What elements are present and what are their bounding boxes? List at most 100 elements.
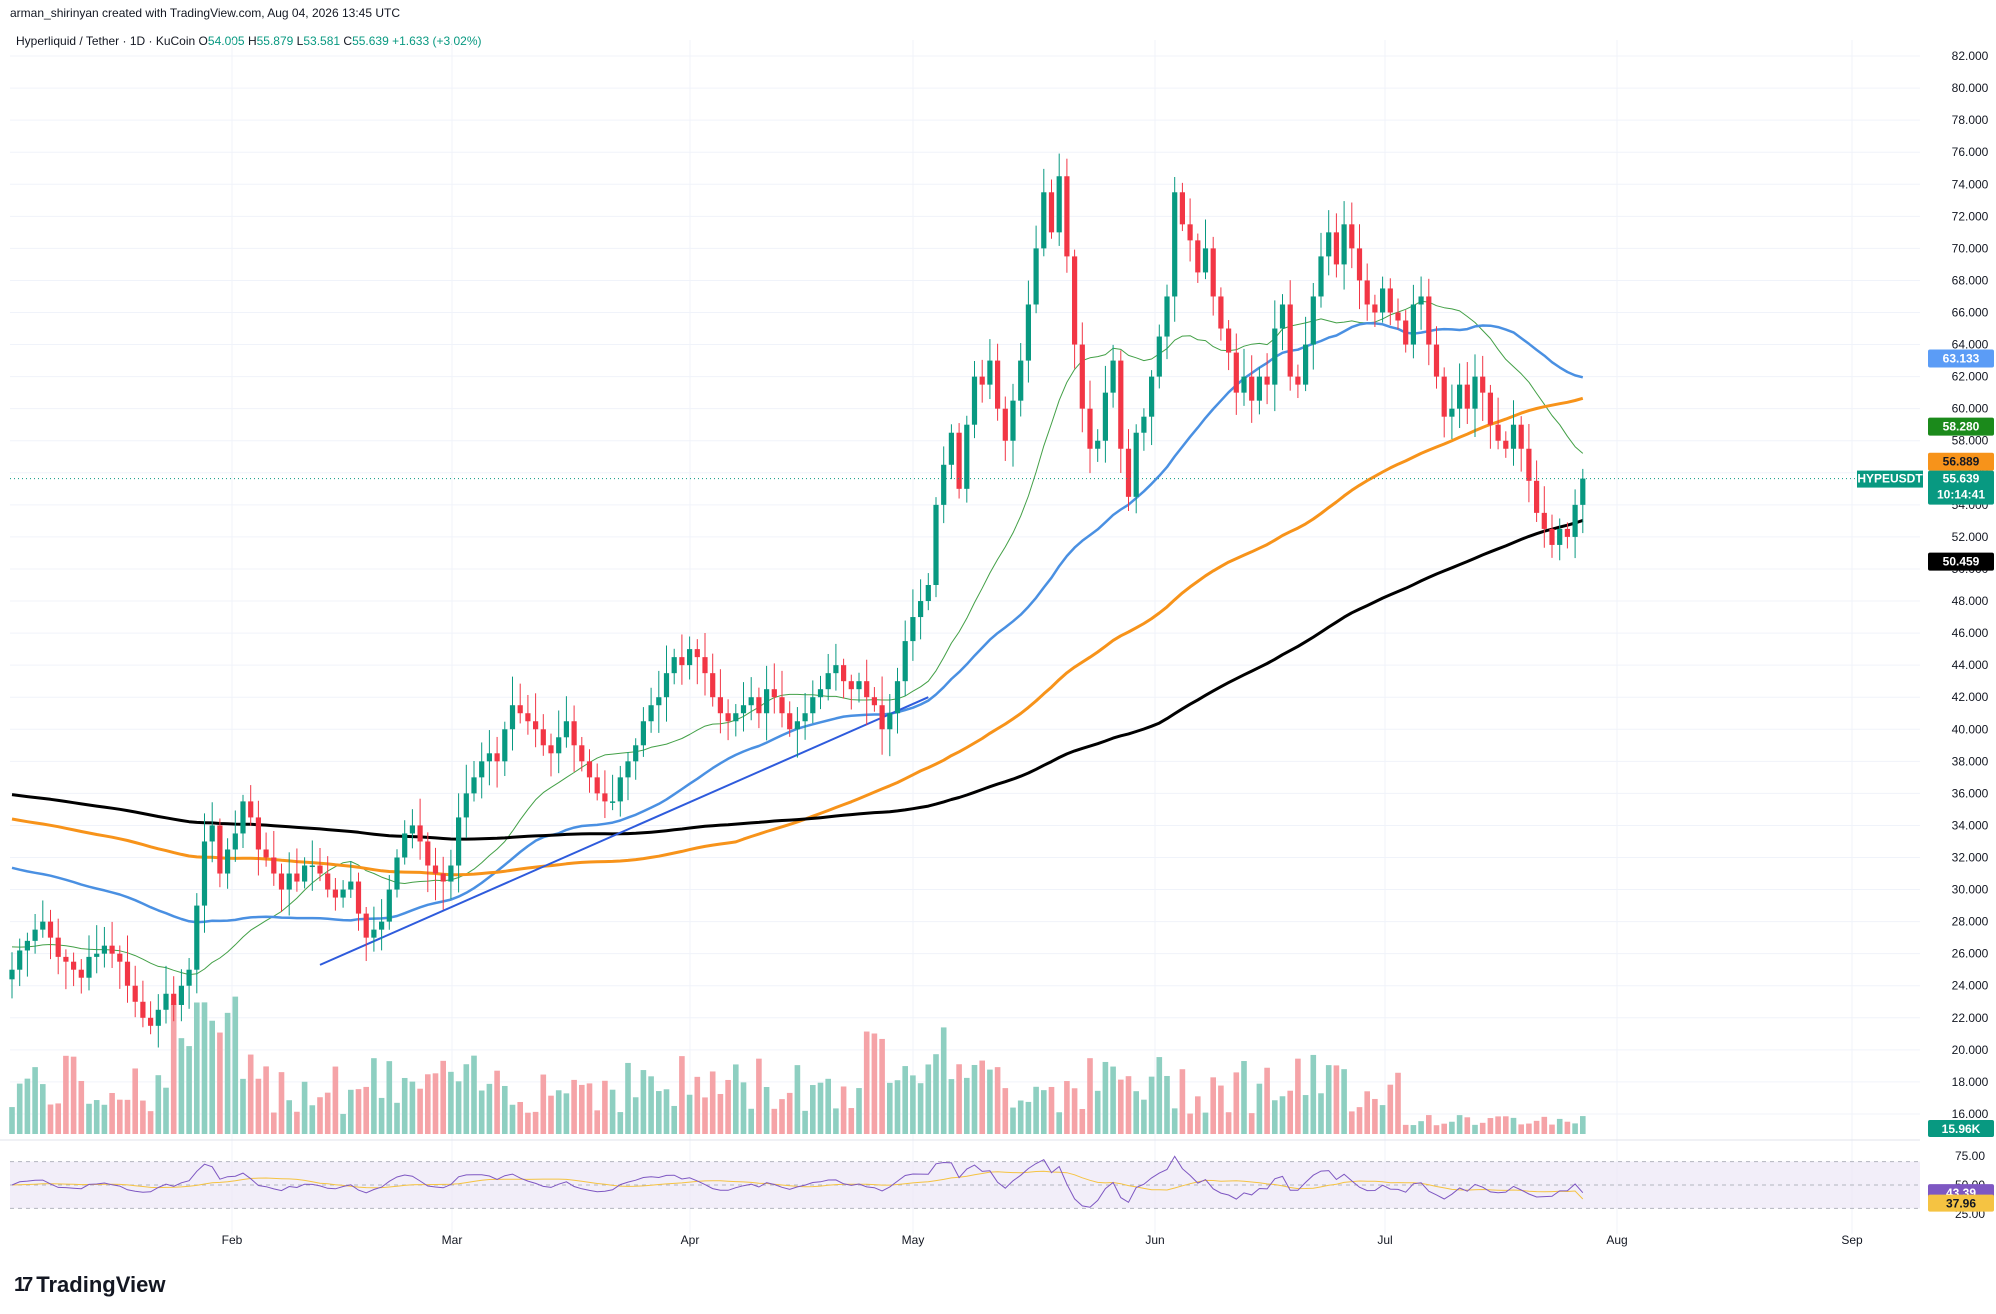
candle-body bbox=[648, 705, 654, 722]
candle-body bbox=[825, 673, 831, 690]
candle-body bbox=[1272, 328, 1278, 385]
candle-body bbox=[833, 665, 839, 674]
moving-averages bbox=[11, 300, 1584, 976]
candle-body bbox=[1333, 232, 1339, 265]
volume-bar bbox=[1456, 1115, 1463, 1134]
candle-body bbox=[94, 953, 100, 957]
volume-bar bbox=[78, 1080, 85, 1134]
volume-bar bbox=[1395, 1072, 1401, 1134]
sma-mid-line bbox=[11, 321, 1584, 924]
price-tick-label: 28.000 bbox=[1952, 915, 1989, 929]
volume-bar bbox=[586, 1083, 593, 1134]
volume-bar bbox=[232, 996, 239, 1134]
candle-body bbox=[348, 881, 354, 890]
price-tick-label: 38.000 bbox=[1952, 754, 1989, 768]
volume-bar bbox=[1495, 1116, 1501, 1134]
volume-bar bbox=[263, 1066, 269, 1134]
candle-body bbox=[140, 1001, 146, 1018]
change-value: +1.633 (+3.02%) bbox=[392, 34, 482, 48]
volume-bar bbox=[301, 1081, 308, 1134]
candle-body bbox=[1125, 448, 1132, 497]
volume-bar bbox=[1210, 1077, 1216, 1134]
volume-bar bbox=[856, 1088, 862, 1134]
last-price-tag-bg bbox=[1928, 470, 1994, 505]
volume-bar bbox=[1472, 1124, 1478, 1134]
candle-body bbox=[286, 873, 292, 890]
candle-body bbox=[656, 697, 662, 706]
candle-body bbox=[787, 713, 793, 730]
candle-body bbox=[1464, 384, 1470, 409]
volume-bar bbox=[132, 1068, 138, 1134]
volume-bar bbox=[1002, 1088, 1009, 1134]
candle-body bbox=[748, 697, 754, 706]
volume-bar bbox=[1479, 1122, 1486, 1134]
candle-body bbox=[463, 793, 469, 818]
volume-bar bbox=[917, 1083, 924, 1134]
candle-body bbox=[1495, 424, 1501, 441]
candle-body bbox=[217, 825, 223, 874]
candle-body bbox=[240, 801, 246, 834]
candle-body bbox=[425, 841, 431, 866]
volume-bar bbox=[1041, 1090, 1047, 1134]
volume-bar bbox=[1202, 1112, 1209, 1134]
candle-body bbox=[779, 697, 785, 714]
volume-bar bbox=[1449, 1121, 1455, 1134]
candle-body bbox=[1025, 304, 1031, 361]
volume-bar bbox=[163, 1087, 169, 1134]
candle-body bbox=[1064, 176, 1070, 257]
volume-bar bbox=[1110, 1066, 1116, 1134]
candle-body bbox=[1195, 240, 1201, 273]
volume-bar bbox=[1295, 1058, 1301, 1134]
tradingview-logo[interactable]: 17 TradingView bbox=[14, 1272, 165, 1298]
candle-body bbox=[1564, 528, 1570, 537]
volume-bar bbox=[1564, 1121, 1571, 1134]
candle-body bbox=[725, 713, 731, 722]
volume-bar bbox=[494, 1070, 500, 1134]
candle-body bbox=[679, 657, 685, 666]
volume-bar bbox=[1402, 1124, 1409, 1134]
candle-body bbox=[1364, 280, 1370, 305]
candle-body bbox=[1133, 432, 1139, 497]
symbol-title[interactable]: Hyperliquid / Tether · 1D · KuCoin bbox=[16, 34, 196, 48]
candle-body bbox=[517, 705, 523, 714]
candle-body bbox=[1110, 360, 1116, 393]
volume-bar bbox=[1141, 1099, 1147, 1134]
time-axis[interactable]: Feb Mar Apr May Jun Jul Aug Sep bbox=[222, 1233, 1863, 1247]
sma-mid-tag-bg bbox=[1928, 349, 1994, 368]
candle-body bbox=[1341, 224, 1347, 265]
open-value: 54.005 bbox=[207, 34, 245, 48]
volume-bar bbox=[309, 1105, 316, 1134]
price-tick-label: 60.000 bbox=[1952, 402, 1989, 416]
volume-bar bbox=[217, 1032, 223, 1134]
candle-body bbox=[201, 841, 208, 906]
candle-body bbox=[1433, 344, 1440, 377]
candle-body bbox=[1549, 528, 1555, 545]
volume-bar bbox=[348, 1089, 354, 1134]
volume-bar bbox=[1225, 1112, 1232, 1134]
volume-bar bbox=[609, 1089, 616, 1134]
time-tick-label: May bbox=[902, 1233, 925, 1247]
volume-bar bbox=[779, 1099, 785, 1134]
volume-bar bbox=[656, 1091, 662, 1134]
candle-body bbox=[918, 601, 924, 618]
candle-body bbox=[1395, 312, 1401, 321]
rsi-signal-tag-bg bbox=[1928, 1194, 1994, 1212]
candle-body bbox=[556, 737, 562, 754]
sma-longest-tag: 50.459 bbox=[1943, 555, 1980, 569]
volume-bar bbox=[186, 1046, 192, 1134]
candle-body bbox=[63, 956, 69, 962]
volume-bar bbox=[756, 1058, 762, 1134]
candle-body bbox=[756, 697, 762, 714]
candle-body bbox=[209, 825, 215, 842]
price-axis[interactable]: 82.000 80.000 78.000 76.000 74.000 72.000 70.0… bbox=[1952, 49, 1989, 1221]
volume-bar bbox=[786, 1092, 793, 1134]
price-tick-label: 76.000 bbox=[1952, 145, 1989, 159]
candle-body bbox=[1557, 528, 1563, 545]
candle-body bbox=[871, 697, 877, 706]
volume-bar bbox=[679, 1056, 685, 1134]
candle-body bbox=[40, 921, 46, 930]
price-tick-label: 48.000 bbox=[1952, 594, 1989, 608]
volume-bar bbox=[994, 1067, 1001, 1134]
candle-body bbox=[694, 649, 700, 658]
